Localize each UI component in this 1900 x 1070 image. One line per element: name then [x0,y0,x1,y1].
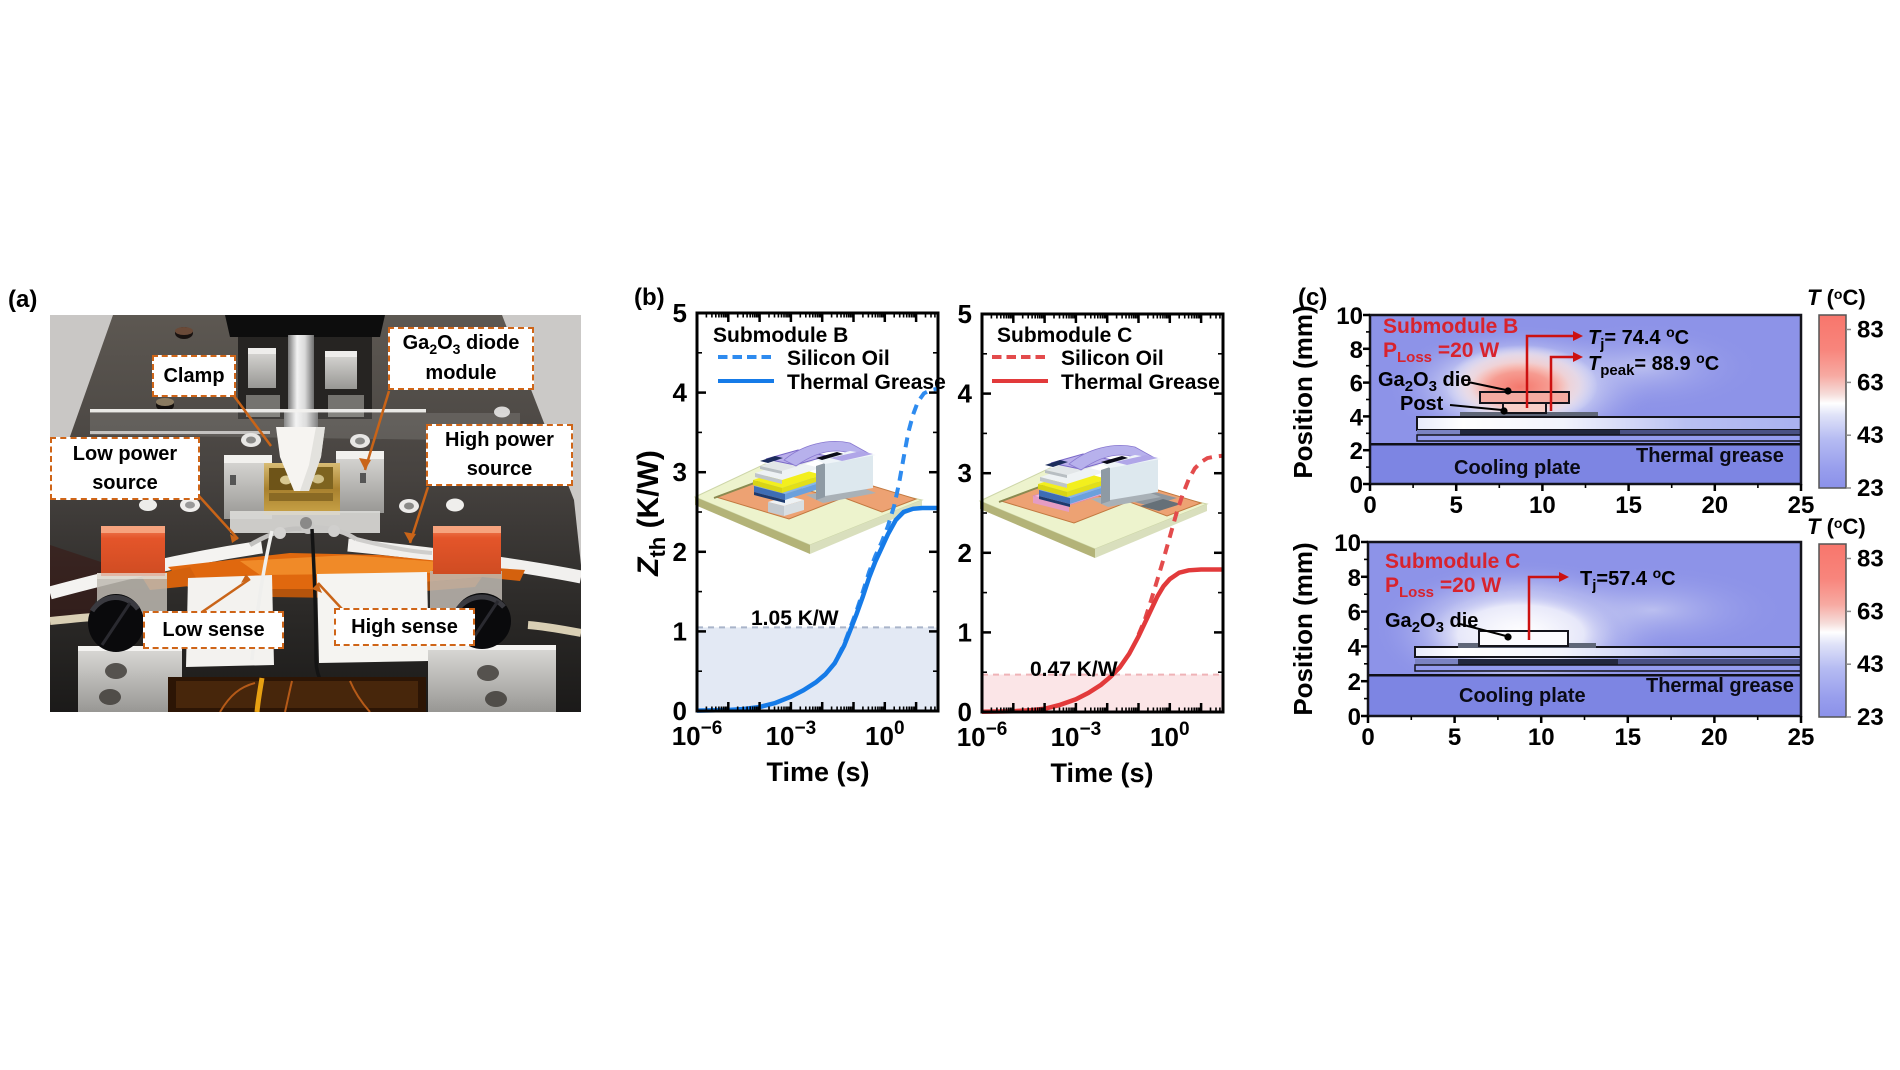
svg-text:2: 2 [958,538,972,568]
svg-text:Thermal grease: Thermal grease [1646,675,1794,697]
svg-text:Cooling plate: Cooling plate [1459,685,1586,707]
svg-text:1: 1 [958,617,972,647]
svg-text:2: 2 [673,537,687,567]
svg-text:4: 4 [673,378,688,408]
svg-text:Position (mm): Position (mm) [1290,305,1318,478]
svg-text:Position (mm): Position (mm) [1290,542,1318,715]
svg-text:Time (s): Time (s) [1050,758,1153,788]
svg-text:Thermal Grease: Thermal Grease [1061,371,1220,394]
svg-text:43: 43 [1857,651,1884,678]
svg-text:63: 63 [1857,369,1884,396]
svg-text:Ga2O3 die: Ga2O3 die [1385,610,1478,636]
svg-text:0: 0 [1363,492,1376,519]
svg-text:6: 6 [1348,600,1361,627]
svg-text:Time (s): Time (s) [766,757,869,787]
svg-text:25: 25 [1788,724,1815,751]
svg-text:100: 100 [865,718,905,751]
svg-text:2: 2 [1348,669,1361,696]
svg-text:4: 4 [1350,404,1364,431]
svg-text:PLoss =20 W: PLoss =20 W [1383,339,1499,366]
svg-text:Zth (K/W): Zth (K/W) [632,450,670,577]
svg-text:T (oC): T (oC) [1807,285,1866,310]
svg-text:Silicon Oil: Silicon Oil [787,347,890,370]
svg-text:20: 20 [1701,724,1728,751]
svg-text:Submodule B: Submodule B [1383,315,1518,338]
svg-text:0: 0 [1361,724,1374,751]
svg-text:23: 23 [1857,704,1884,731]
svg-text:0: 0 [673,696,687,726]
svg-text:3: 3 [673,457,687,487]
svg-text:Tj= 74.4 oC: Tj= 74.4 oC [1588,324,1689,353]
svg-text:3: 3 [958,458,972,488]
svg-text:6: 6 [1350,371,1363,398]
svg-text:23: 23 [1857,475,1884,502]
svg-text:0: 0 [1350,472,1363,499]
svg-text:1: 1 [673,616,687,646]
svg-text:15: 15 [1614,724,1641,751]
svg-text:5: 5 [958,299,972,329]
svg-text:Cooling plate: Cooling plate [1454,457,1581,479]
svg-text:4: 4 [1348,634,1362,661]
svg-text:10−6: 10−6 [672,718,723,751]
svg-text:0: 0 [958,697,972,727]
svg-text:10: 10 [1334,530,1361,557]
svg-text:5: 5 [1448,724,1461,751]
svg-text:PLoss =20 W: PLoss =20 W [1385,574,1501,601]
svg-text:T (oC): T (oC) [1807,514,1866,539]
svg-text:Submodule B: Submodule B [713,324,848,347]
svg-text:Ga2O3 die: Ga2O3 die [1378,369,1471,395]
svg-text:10−3: 10−3 [766,718,817,751]
svg-text:5: 5 [673,298,687,328]
svg-text:10: 10 [1336,303,1363,330]
svg-text:Thermal grease: Thermal grease [1636,445,1784,467]
svg-text:4: 4 [958,379,973,409]
svg-text:25: 25 [1788,492,1815,519]
svg-text:0: 0 [1348,704,1361,731]
svg-text:10−6: 10−6 [957,719,1008,752]
svg-text:83: 83 [1857,546,1884,573]
svg-text:100: 100 [1150,719,1190,752]
svg-text:Submodule C: Submodule C [997,324,1132,347]
svg-text:8: 8 [1350,337,1363,364]
svg-text:Submodule C: Submodule C [1385,550,1520,573]
svg-text:Post: Post [1400,393,1444,415]
svg-text:83: 83 [1857,317,1884,344]
svg-text:15: 15 [1615,492,1642,519]
svg-text:0.47 K/W: 0.47 K/W [1030,658,1118,681]
svg-text:10: 10 [1528,724,1555,751]
svg-text:5: 5 [1450,492,1463,519]
svg-text:10−3: 10−3 [1051,719,1102,752]
svg-text:43: 43 [1857,422,1884,449]
svg-text:10: 10 [1529,492,1556,519]
svg-text:Thermal Grease: Thermal Grease [787,371,946,394]
svg-text:1.05 K/W: 1.05 K/W [751,607,839,630]
svg-text:Silicon Oil: Silicon Oil [1061,347,1164,370]
svg-text:20: 20 [1701,492,1728,519]
svg-text:63: 63 [1857,598,1884,625]
svg-text:2: 2 [1350,438,1363,465]
svg-text:8: 8 [1348,565,1361,592]
svg-text:Tpeak= 88.9 oC: Tpeak= 88.9 oC [1588,350,1719,379]
